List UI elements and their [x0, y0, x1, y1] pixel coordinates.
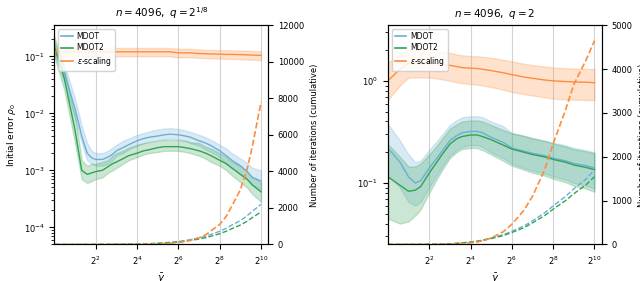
- Title: $n = 4096,\ q = 2^{1/8}$: $n = 4096,\ q = 2^{1/8}$: [115, 5, 208, 21]
- Legend: MDOT, MDOT2, $\varepsilon$-scaling: MDOT, MDOT2, $\varepsilon$-scaling: [392, 29, 448, 71]
- X-axis label: $\bar{\gamma}$: $\bar{\gamma}$: [491, 272, 499, 281]
- Y-axis label: Number of iterations (cumulative): Number of iterations (cumulative): [310, 63, 319, 207]
- Y-axis label: Number of iterations (cumulative): Number of iterations (cumulative): [638, 63, 640, 207]
- Legend: MDOT, MDOT2, $\varepsilon$-scaling: MDOT, MDOT2, $\varepsilon$-scaling: [58, 29, 115, 71]
- Y-axis label: Initial error $\rho_0$: Initial error $\rho_0$: [5, 103, 18, 167]
- X-axis label: $\bar{\gamma}$: $\bar{\gamma}$: [157, 272, 165, 281]
- Title: $n = 4096,\ q = 2$: $n = 4096,\ q = 2$: [454, 7, 535, 21]
